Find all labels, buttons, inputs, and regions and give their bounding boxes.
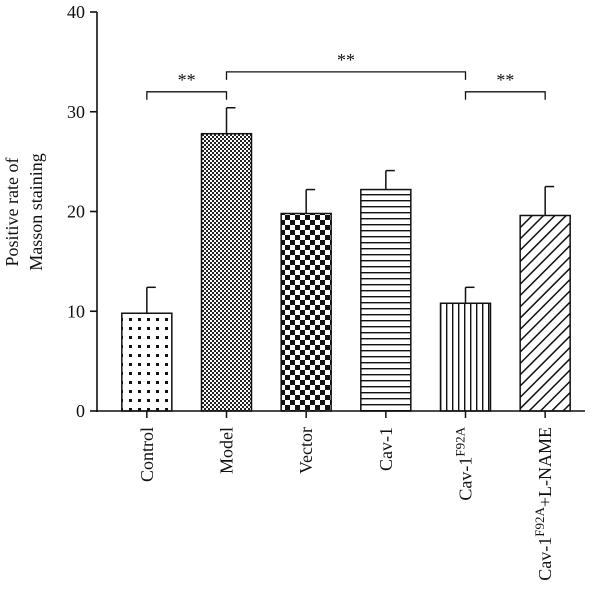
significance-bracket — [464, 91, 546, 100]
bar — [280, 212, 332, 412]
significance-bracket — [225, 71, 467, 80]
category-label: Cav-1F92A — [452, 426, 476, 500]
axes — [96, 12, 585, 418]
significance-brackets: ** ** ** — [146, 50, 546, 100]
x-axis-categories: Control Model Vector Cav-1 Cav-1F92A Cav-1F92… — [137, 426, 555, 580]
significance-label: ** — [178, 70, 196, 90]
bar — [439, 302, 492, 412]
y-axis-ticks: 0 10 20 30 40 — [67, 2, 97, 421]
y-axis-title-line-2: Masson staining — [26, 153, 46, 271]
y-tick-label: 30 — [67, 102, 85, 122]
category-label: Vector — [296, 427, 316, 474]
bars — [121, 132, 571, 412]
significance-label: ** — [496, 70, 514, 90]
bar — [121, 312, 173, 412]
y-axis-title: Positive rate of Masson staining — [2, 153, 46, 271]
bar — [519, 214, 571, 412]
error-bars — [146, 107, 555, 314]
y-tick-label: 0 — [76, 401, 85, 421]
category-label: Cav-1F92A+L-NAME — [532, 427, 556, 581]
category-label: Control — [137, 427, 157, 482]
y-axis-title-line-1: Positive rate of — [2, 158, 22, 267]
bar — [200, 132, 253, 412]
y-tick-label: 10 — [67, 301, 85, 321]
category-label: Cav-1 — [376, 427, 396, 471]
significance-bracket — [146, 91, 228, 100]
category-label: Model — [217, 427, 237, 474]
bar — [360, 188, 412, 412]
significance-label: ** — [337, 50, 355, 70]
y-tick-label: 20 — [67, 202, 85, 222]
y-tick-label: 40 — [67, 2, 85, 22]
